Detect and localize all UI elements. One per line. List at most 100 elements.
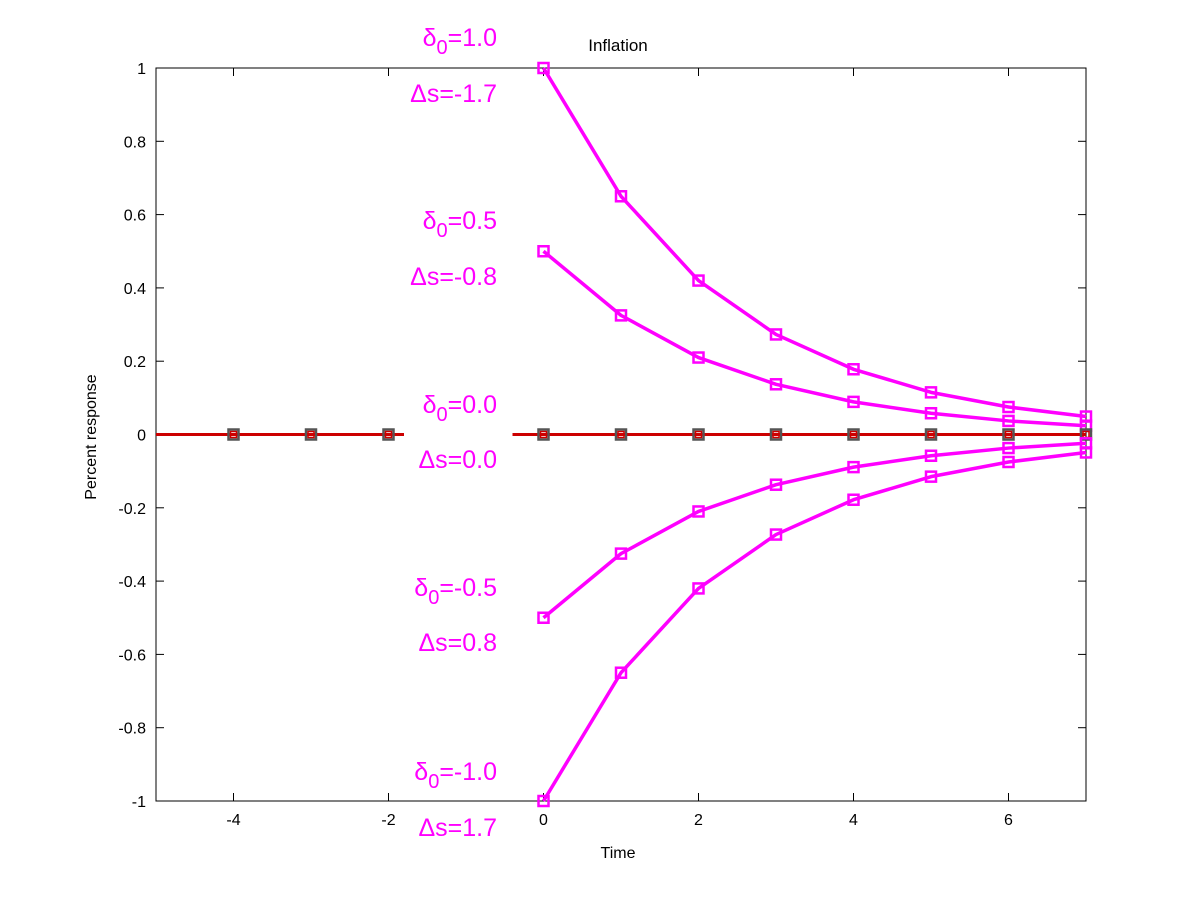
series-marker xyxy=(614,190,628,203)
annotation-delta-s: Δs=0.0 xyxy=(418,446,497,474)
series-marker-inner xyxy=(849,430,858,439)
x-tick-label: 6 xyxy=(1004,812,1013,829)
annotation-delta: δ0=1.0 xyxy=(423,24,497,59)
x-axis-label: Time xyxy=(601,845,636,862)
series-marker xyxy=(1002,428,1015,441)
delta-subscript: 0 xyxy=(428,587,439,609)
x-tick-label: -2 xyxy=(381,812,395,829)
series-layer xyxy=(156,61,1093,808)
series-marker xyxy=(924,386,938,399)
delta-value: =0.0 xyxy=(448,391,497,419)
delta-symbol: δ xyxy=(414,574,428,602)
series-marker xyxy=(847,460,860,474)
series-marker xyxy=(614,666,628,679)
pre-shock-marker xyxy=(227,428,240,441)
axis-tick-labels: -4 -2 0 2 4 6 -1 -0.8 -0.6 -0.4 -0.2 0 0.2 0.4 0.6 0.8 1 xyxy=(118,61,1013,829)
y-tick-label: 0 xyxy=(137,428,146,445)
x-tick-label: -4 xyxy=(226,812,240,829)
series-marker-inner xyxy=(772,430,780,439)
series-marker xyxy=(692,582,705,595)
series-marker xyxy=(769,528,783,541)
ds-symbol: Δ xyxy=(410,80,427,108)
series-marker-inner xyxy=(1004,430,1013,439)
x-tick-label: 2 xyxy=(694,812,703,829)
series-marker xyxy=(614,547,628,560)
y-tick-label: 0.8 xyxy=(124,134,146,151)
x-tick-label: 0 xyxy=(539,812,548,829)
y-tick-label: 0.4 xyxy=(124,281,146,298)
series-marker xyxy=(537,611,550,624)
pre-shock-marker-inner xyxy=(307,430,315,439)
series-marker xyxy=(537,794,550,808)
series-marker-inner xyxy=(539,430,548,439)
series-marker xyxy=(1002,414,1015,428)
series-marker xyxy=(614,428,628,441)
ds-value: s=1.7 xyxy=(435,814,497,842)
series-line xyxy=(542,67,1087,419)
series-marker xyxy=(692,428,705,441)
annotation-delta-s: Δs=0.8 xyxy=(418,629,497,657)
annotation-layer: δ0=1.0Δs=-1.7δ0=0.5Δs=-0.8δ0=0.0Δs=0.0δ0… xyxy=(410,24,497,842)
delta-value: =0.5 xyxy=(448,207,497,235)
delta-subscript: 0 xyxy=(437,220,448,242)
y-tick-label: -0.8 xyxy=(118,721,146,738)
delta-value: =-1.0 xyxy=(439,758,497,786)
series-marker xyxy=(847,428,860,441)
ds-value: s=-1.7 xyxy=(427,80,497,108)
series-marker xyxy=(692,274,705,287)
series-line xyxy=(542,441,1087,620)
ds-symbol: Δ xyxy=(418,446,435,474)
delta-subscript: 0 xyxy=(437,404,448,426)
delta-subscript: 0 xyxy=(428,771,439,793)
x-tick-label: 4 xyxy=(849,812,858,829)
ds-value: s=0.0 xyxy=(435,446,497,474)
series-marker xyxy=(692,351,705,364)
series-line xyxy=(542,249,1087,428)
axis-ticks xyxy=(156,67,1086,802)
series-marker xyxy=(924,428,938,441)
pre-shock-marker-inner xyxy=(229,430,238,439)
series-marker xyxy=(769,328,783,341)
y-tick-label: -0.6 xyxy=(118,647,146,664)
annotation-delta-s: Δs=-1.7 xyxy=(410,80,497,108)
series-marker xyxy=(1002,400,1015,414)
series-marker xyxy=(924,406,938,420)
series-line xyxy=(542,450,1087,802)
series-marker xyxy=(1002,455,1015,469)
annotation-delta-s: Δs=-0.8 xyxy=(410,263,497,291)
delta-symbol: δ xyxy=(423,207,437,235)
ds-value: s=0.8 xyxy=(435,629,497,657)
series-marker xyxy=(924,449,938,463)
series-marker xyxy=(769,478,783,491)
series-marker xyxy=(769,378,783,391)
series-marker-inner xyxy=(617,430,625,439)
delta-symbol: δ xyxy=(414,758,428,786)
y-tick-label: -0.4 xyxy=(118,574,146,591)
y-tick-label: 0.6 xyxy=(124,208,146,225)
pre-shock-marker-inner xyxy=(384,430,393,439)
series-marker xyxy=(537,245,550,258)
ds-symbol: Δ xyxy=(410,263,427,291)
ds-value: s=-0.8 xyxy=(427,263,497,291)
pre-shock-marker xyxy=(304,428,318,441)
series-marker xyxy=(1079,446,1093,459)
series-marker xyxy=(769,428,783,441)
ds-symbol: Δ xyxy=(418,629,435,657)
series-marker xyxy=(614,309,628,322)
series-marker xyxy=(847,363,860,376)
series-marker xyxy=(847,493,860,506)
series-marker xyxy=(537,61,550,75)
y-tick-label: 1 xyxy=(137,61,146,78)
annotation-delta-s: Δs=1.7 xyxy=(418,814,497,842)
annotation-delta: δ0=0.0 xyxy=(423,391,497,426)
chart-title: Inflation xyxy=(588,36,648,55)
series-marker xyxy=(537,428,550,441)
series-marker xyxy=(924,470,938,483)
annotation-delta: δ0=0.5 xyxy=(423,207,497,242)
annotation-delta: δ0=-1.0 xyxy=(414,758,497,793)
delta-symbol: δ xyxy=(423,391,437,419)
series-marker-inner xyxy=(927,430,935,439)
series-marker xyxy=(1002,441,1015,455)
y-tick-label: 0.2 xyxy=(124,354,146,371)
